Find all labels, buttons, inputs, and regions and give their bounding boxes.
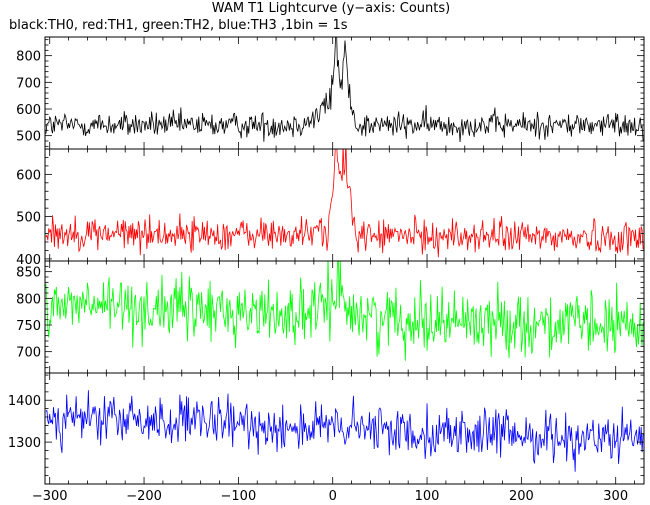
- panel-th2: 700 750 800 850: [16, 260, 645, 374]
- y-tick-label: 700: [16, 346, 41, 361]
- y-tick-label: 600: [16, 103, 41, 118]
- y-tick-label: 1300: [8, 436, 41, 451]
- y-tick-label: 400: [16, 253, 41, 268]
- series-line-th0: [45, 37, 644, 143]
- y-tick-label: 750: [16, 319, 41, 334]
- x-tick-label: −300: [32, 489, 68, 504]
- panel-th1: 400 500 600: [16, 148, 645, 268]
- x-tick-label: −200: [126, 489, 162, 504]
- y-tick-label: 600: [16, 168, 41, 183]
- series-line-th1: [45, 149, 644, 258]
- x-tick-label: 200: [509, 489, 534, 504]
- series-line-th2: [45, 261, 644, 361]
- chart-title: WAM T1 Lightcurve (y−axis: Counts): [212, 1, 450, 16]
- series-line-th3: [45, 390, 644, 472]
- panel-th3: 1300 1400: [8, 372, 645, 485]
- y-tick-label: 700: [16, 76, 41, 91]
- x-tick-label: −100: [221, 489, 257, 504]
- x-tick-label: 300: [603, 489, 628, 504]
- x-tick-label: 100: [415, 489, 440, 504]
- x-axis: −300 −200 −100 0 100 200 300: [32, 489, 628, 504]
- y-tick-label: 500: [16, 211, 41, 226]
- x-tick-label: 0: [329, 489, 337, 504]
- chart-subtitle: black:TH0, red:TH1, green:TH2, blue:TH3 …: [9, 18, 348, 33]
- panel-frame: [44, 260, 645, 374]
- panel-frame: [44, 372, 645, 485]
- y-tick-label: 500: [16, 130, 41, 145]
- panels-group: 500 600 700 800 400 500 600 700 750 800 850 1300 140…: [8, 36, 645, 485]
- panel-th0: 500 600 700 800: [16, 36, 645, 150]
- y-tick-label: 850: [16, 266, 41, 281]
- y-tick-label: 800: [16, 292, 41, 307]
- y-tick-label: 800: [16, 50, 41, 65]
- y-tick-label: 1400: [8, 394, 41, 409]
